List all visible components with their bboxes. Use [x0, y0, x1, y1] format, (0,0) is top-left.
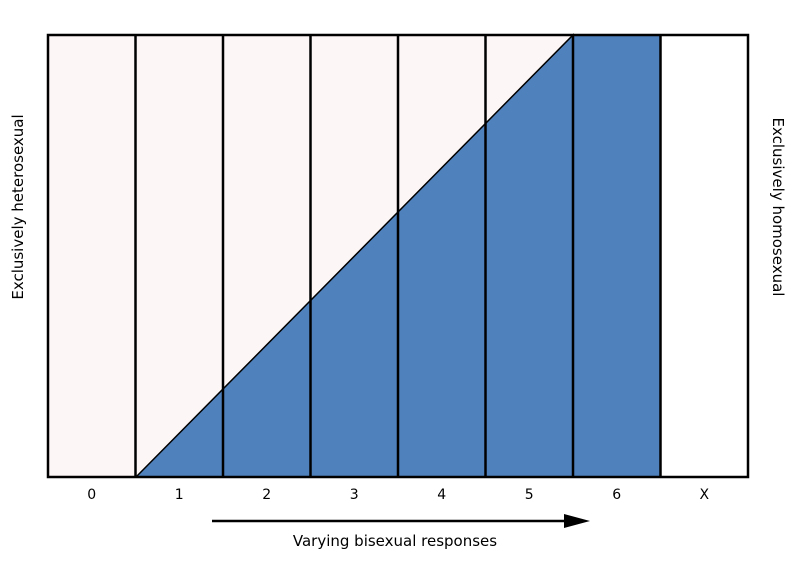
- column-label: 0: [87, 487, 96, 503]
- scale-frame: [46, 33, 750, 479]
- column-X: [660, 35, 748, 477]
- left-label: Exclusively heterosexual: [9, 114, 27, 299]
- column-label: 5: [525, 487, 534, 503]
- arrow-head-icon: [564, 514, 590, 528]
- column-0: [48, 35, 136, 477]
- column-label: 4: [437, 487, 446, 503]
- column-label: 3: [350, 487, 359, 503]
- column-6: [573, 35, 661, 477]
- column-label: 2: [262, 487, 271, 503]
- column-label: 6: [612, 487, 621, 503]
- right-label: Exclusively homosexual: [769, 118, 787, 297]
- column-label: X: [699, 487, 709, 503]
- bottom-label: Varying bisexual responses: [293, 532, 497, 550]
- column-label: 1: [175, 487, 184, 503]
